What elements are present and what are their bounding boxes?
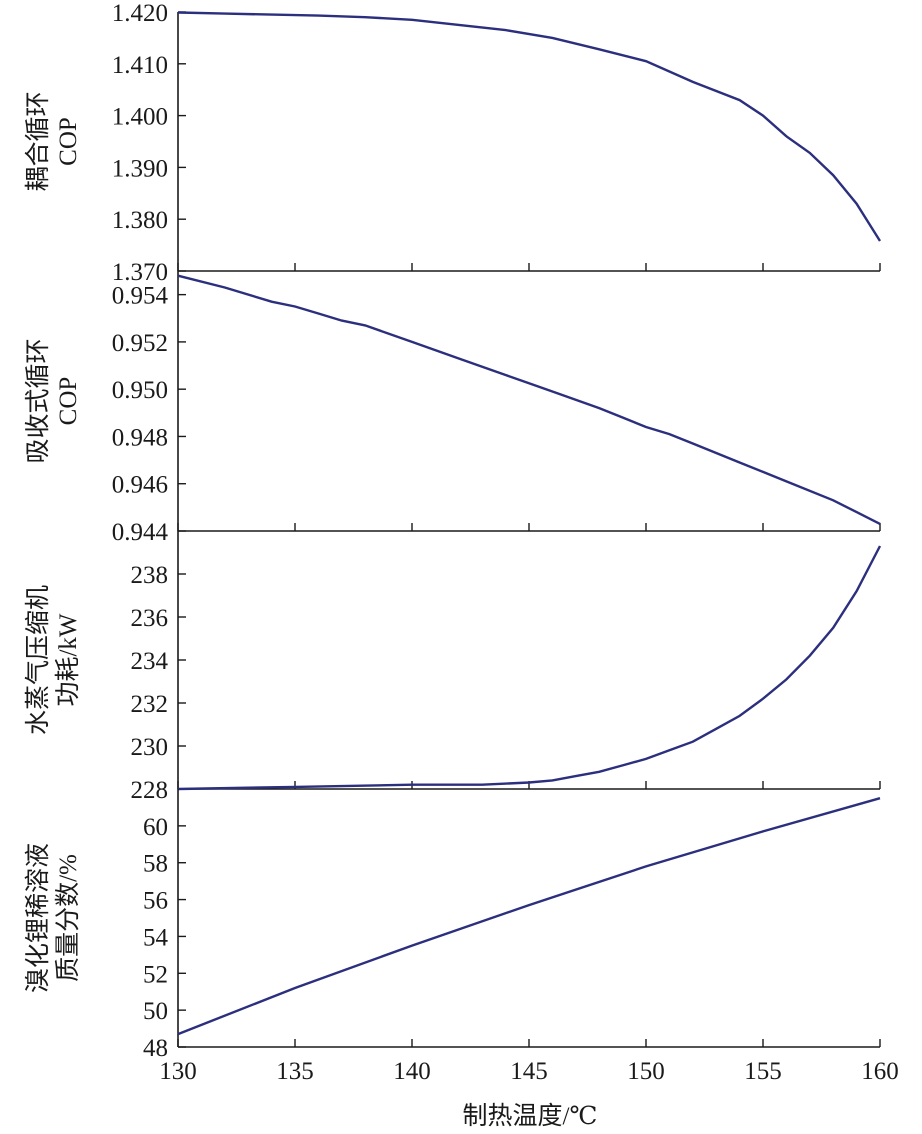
y-tick-label: 48 [143,1035,168,1062]
series-line [177,11,882,242]
y-axis-label: 吸收式循环 COP [24,338,82,463]
x-tick-label: 155 [744,1058,782,1085]
y-axis-label-line: COP [55,117,82,166]
y-tick-label: 52 [143,961,168,988]
y-tick-label: 236 [131,605,169,632]
y-tick-label: 1.400 [112,104,168,131]
y-tick-label: 232 [131,691,169,718]
y-axis-label-line: 功耗/kW [54,613,82,706]
x-tick-label: 135 [276,1058,314,1085]
y-tick-label: 1.390 [112,155,168,182]
y-tick-label: 1.380 [112,207,168,234]
y-tick-label: 0.944 [112,519,169,546]
y-axis-label-line: 质量分数/% [54,854,82,982]
y-tick-label: 0.954 [112,283,169,310]
series-line [177,274,881,525]
y-axis-label-line: 水蒸气压缩机 [24,585,52,735]
y-tick-label: 238 [131,562,169,589]
y-tick-label: 60 [143,814,168,841]
y-tick-label: 1.410 [112,52,168,79]
series-line [177,797,881,1036]
y-axis-label: 水蒸气压缩机 功耗/kW [24,585,82,735]
chart-panel-3: 228 230 232 234 236 238 水蒸气压缩机 功耗/kW [24,531,882,804]
y-axis-label-line: 耦合循环 [24,91,52,191]
y-tick-label: 234 [131,648,169,675]
y-tick-label: 0.950 [112,377,168,404]
y-tick-label: 1.420 [112,0,168,27]
y-tick-label: 0.946 [112,472,168,499]
y-tick-label: 1.370 [112,259,168,286]
chart-panel-4: 48 50 52 54 56 58 60 溴化锂稀溶液 质量分数/% [24,789,881,1062]
x-tick-label: 140 [393,1058,431,1085]
y-axis-label-line: 吸收式循环 [24,338,52,463]
y-axis-label: 耦合循环 COP [24,91,82,191]
y-axis-label: 溴化锂稀溶液 质量分数/% [24,843,82,993]
x-tick-label: 160 [861,1058,899,1085]
y-tick-label: 50 [143,998,168,1025]
x-tick-label: 145 [510,1058,548,1085]
chart-panel-1: 1.370 1.380 1.390 1.400 1.410 1.420 耦合循环 COP [24,0,882,286]
y-tick-label: 54 [143,924,169,951]
y-tick-label: 228 [131,777,169,804]
x-tick-label: 150 [627,1058,665,1085]
x-tick-label: 130 [159,1058,197,1085]
y-tick-label: 56 [143,888,168,915]
series-line [177,545,882,791]
y-tick-label: 0.948 [112,424,168,451]
y-tick-label: 58 [143,851,168,878]
x-axis-label: 制热温度/℃ [463,1102,598,1130]
y-axis-label-line: 溴化锂稀溶液 [24,843,52,993]
y-tick-label: 0.952 [112,330,168,357]
y-axis-label-line: COP [55,377,82,426]
y-tick-label: 230 [131,734,169,761]
chart-panel-2: 0.944 0.946 0.948 0.950 0.952 0.954 吸收式循环 COP [24,271,881,546]
shared-x-axis: 130 135 140 145 150 155 160 [159,1058,899,1085]
